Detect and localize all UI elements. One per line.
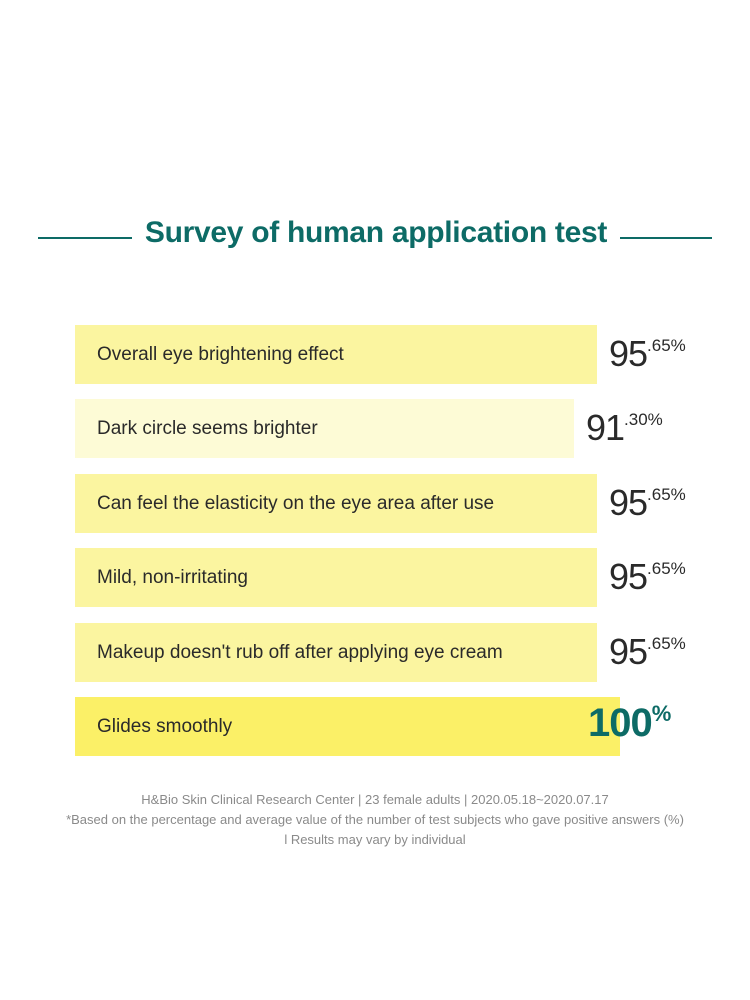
bar-1 (75, 325, 597, 384)
bar-value-dec: .30% (624, 410, 663, 429)
bar-5 (75, 623, 597, 682)
footnote-source: H&Bio Skin Clinical Research Center | 23… (141, 792, 609, 807)
bar-2 (75, 399, 574, 458)
bar-value-4: 95.65% (609, 556, 686, 598)
bar-value-dec: .65% (647, 485, 686, 504)
bar-6 (75, 697, 620, 756)
bar-value-int: 95 (609, 333, 648, 374)
bar-value-3: 95.65% (609, 482, 686, 524)
bar-label-2: Dark circle seems brighter (97, 418, 318, 439)
footnotes: H&Bio Skin Clinical Research Center | 23… (0, 790, 750, 850)
bar-label-4: Mild, non-irritating (97, 567, 248, 588)
bar-value-int: 100 (588, 701, 653, 745)
title-divider-left (38, 237, 132, 239)
bar-value-5: 95.65% (609, 631, 686, 673)
bar-label-5: Makeup doesn't rub off after applying ey… (97, 642, 503, 663)
bar-label-6: Glides smoothly (97, 716, 233, 737)
bar-value-int: 95 (609, 631, 648, 672)
footnote-disclaimer: l Results may vary by individual (284, 832, 466, 847)
bar-value-dec: .65% (647, 559, 686, 578)
bar-value-int: 95 (609, 556, 648, 597)
bar-value-int: 91 (586, 407, 625, 448)
bar-value-2: 91.30% (586, 407, 663, 449)
bar-value-int: 95 (609, 482, 648, 523)
bar-3 (75, 474, 597, 533)
bar-value-dec: .65% (647, 336, 686, 355)
bar-label-3: Can feel the elasticity on the eye area … (97, 493, 495, 514)
bar-value-1: 95.65% (609, 333, 686, 375)
bar-value-dec: .65% (647, 634, 686, 653)
title-divider-right (620, 237, 712, 239)
chart-title: Survey of human application test (144, 216, 608, 249)
bar-value-dec: % (651, 701, 672, 726)
footnote-method: *Based on the percentage and average val… (66, 812, 684, 827)
bar-label-1: Overall eye brightening effect (97, 344, 344, 365)
bar-value-6: 100% (588, 701, 671, 746)
bar-4 (75, 548, 597, 607)
title-row: Survey of human application test (0, 212, 750, 264)
